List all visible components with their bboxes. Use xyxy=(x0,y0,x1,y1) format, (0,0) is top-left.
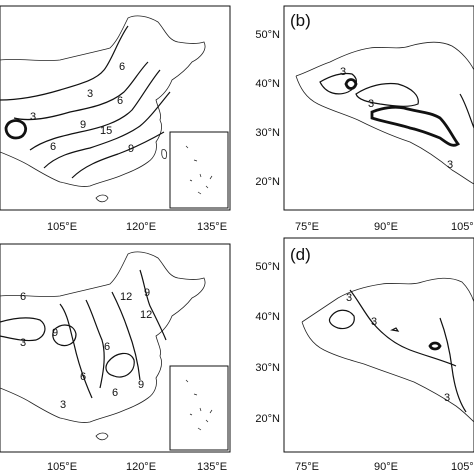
panel-b: (b) 3 3 3 50°N 40°N 30°N 20°N 75°E 90°E … xyxy=(255,5,474,233)
contour-label: 3 xyxy=(444,392,450,404)
panel-c-contour xyxy=(52,324,77,347)
contour-label: 6 xyxy=(80,371,86,383)
contour-label: 6 xyxy=(117,95,123,107)
panel-b-frame xyxy=(283,5,474,211)
panel-d-closed-contour xyxy=(428,341,442,351)
x-tick-label: 75°E xyxy=(295,461,319,473)
panel-c-contour xyxy=(139,269,167,341)
x-tick-label: 90°E xyxy=(374,461,398,473)
contour-label: 3 xyxy=(368,98,374,110)
y-tick-label: 30°N xyxy=(255,362,280,374)
panel-d-contour xyxy=(328,309,355,330)
x-tick-label: 135°E xyxy=(197,461,227,473)
x-tick-label: 120°E xyxy=(126,221,156,233)
x-tick-label: 120°E xyxy=(126,461,156,473)
panel-d-frame xyxy=(283,237,474,453)
y-tick-label: 20°N xyxy=(255,176,280,188)
contour-label: 3 xyxy=(60,399,66,411)
panel-a-inset xyxy=(169,131,229,209)
contour-label: 6 xyxy=(112,387,118,399)
panel-a-country-outline xyxy=(0,15,206,187)
x-tick-label: 105°E xyxy=(451,221,474,233)
contour-label: 15 xyxy=(100,125,112,137)
panel-d-contour xyxy=(439,317,467,413)
contour-label: 6 xyxy=(119,61,125,73)
panel-a-contour xyxy=(29,69,161,151)
panel-c-inset xyxy=(169,365,229,451)
panel-c: 6 9 12 12 3 9 6 6 9 6 3 105°E 120°E 135°… xyxy=(0,243,231,473)
panel-d-contour xyxy=(349,289,457,367)
panel-b-bold-contour xyxy=(370,105,461,147)
panel-b-country-outline xyxy=(295,41,474,185)
panel-c-contour xyxy=(85,299,105,389)
x-tick-label: 105°E xyxy=(47,221,77,233)
contour-label: 6 xyxy=(104,341,110,353)
contour-label: 6 xyxy=(50,141,56,153)
contour-label: 3 xyxy=(447,159,453,171)
x-tick-label: 135°E xyxy=(197,221,227,233)
panel-c-contour xyxy=(0,317,46,342)
panel-c-inset-islands xyxy=(185,379,213,431)
contour-label: 6 xyxy=(20,291,26,303)
contour-label: 9 xyxy=(128,143,134,155)
panel-letter-d: (d) xyxy=(290,245,311,264)
contour-label: 3 xyxy=(87,88,93,100)
contour-label: 3 xyxy=(30,111,36,123)
panel-a-inset-islands xyxy=(185,145,213,195)
panel-c-hainan xyxy=(95,432,109,441)
y-tick-label: 40°N xyxy=(255,78,280,90)
contour-label: 3 xyxy=(371,316,377,328)
panel-a-contour xyxy=(13,61,149,121)
x-tick-label: 105°E xyxy=(451,461,474,473)
panel-d-country-outline xyxy=(301,277,474,423)
y-tick-label: 30°N xyxy=(255,127,280,139)
panel-a: 6 3 6 3 9 6 15 9 105°E 120°E 135°E xyxy=(0,5,231,233)
contour-label: 3 xyxy=(346,292,352,304)
x-tick-label: 75°E xyxy=(295,221,319,233)
panel-b-closed-contour xyxy=(344,78,358,90)
panel-b-contour xyxy=(355,82,419,107)
panel-letter-b: (b) xyxy=(290,11,311,30)
panel-a-closed-contour xyxy=(4,119,27,140)
contour-label: 9 xyxy=(138,379,144,391)
contour-label: 3 xyxy=(340,66,346,78)
contour-label: 9 xyxy=(144,287,150,299)
panel-b-contour xyxy=(319,72,357,95)
panel-a-hainan xyxy=(95,194,109,203)
panel-b-contour xyxy=(459,93,474,129)
x-tick-label: 90°E xyxy=(374,221,398,233)
x-tick-label: 105°E xyxy=(47,461,77,473)
panel-c-frame xyxy=(0,243,231,453)
panel-c-contour xyxy=(111,291,141,381)
panel-c-country-outline xyxy=(0,251,206,423)
panel-a-contour xyxy=(71,131,165,179)
panel-a-taiwan xyxy=(161,149,168,159)
y-tick-label: 50°N xyxy=(255,261,280,273)
panel-c-contour xyxy=(59,303,93,399)
panel-d-contour xyxy=(390,327,400,332)
y-tick-label: 50°N xyxy=(255,29,280,41)
panel-a-frame xyxy=(0,5,231,211)
panel-d: (d) 3 3 3 50°N 40°N 30°N 20°N 75°E 90°E … xyxy=(255,237,474,473)
contour-label: 9 xyxy=(52,327,58,339)
contour-label: 12 xyxy=(120,291,132,303)
y-tick-label: 40°N xyxy=(255,311,280,323)
panel-c-contour xyxy=(105,352,135,378)
contour-label: 3 xyxy=(20,337,26,349)
contour-label: 12 xyxy=(140,309,152,321)
contour-label: 9 xyxy=(80,119,86,131)
panel-a-contour xyxy=(0,25,129,101)
y-tick-label: 20°N xyxy=(255,413,280,425)
panel-a-contour xyxy=(43,91,171,169)
